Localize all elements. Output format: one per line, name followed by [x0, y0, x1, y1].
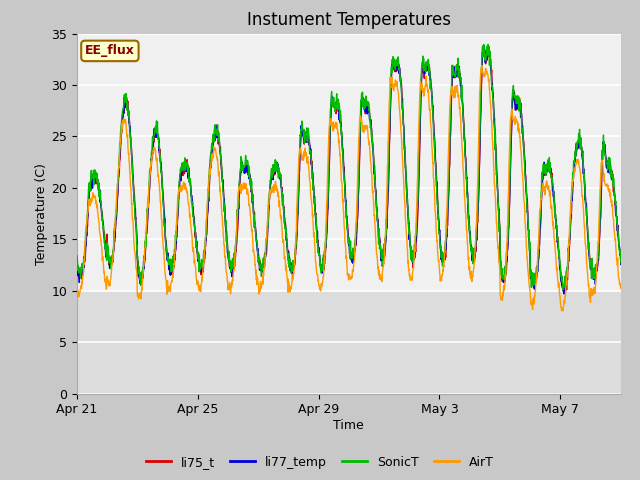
X-axis label: Time: Time: [333, 419, 364, 432]
Y-axis label: Temperature (C): Temperature (C): [35, 163, 49, 264]
Bar: [77, 291, 621, 394]
Text: EE_flux: EE_flux: [85, 44, 135, 58]
Legend: li75_t, li77_temp, SonicT, AirT: li75_t, li77_temp, SonicT, AirT: [141, 451, 499, 474]
Title: Instument Temperatures: Instument Temperatures: [247, 11, 451, 29]
